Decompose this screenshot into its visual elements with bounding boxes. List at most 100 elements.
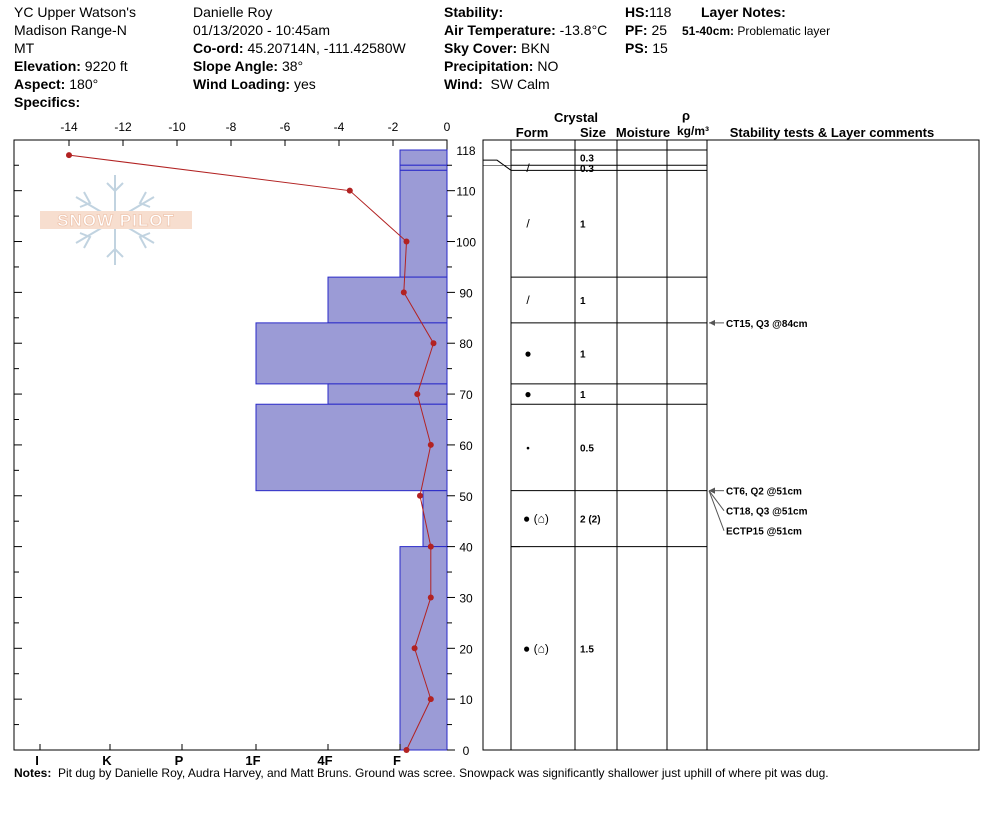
pf-row: PF: 25: [625, 21, 667, 39]
temperature-profile: [66, 152, 437, 753]
stability-pointer: [708, 490, 725, 531]
sky-cover-label: Sky Cover:: [444, 40, 518, 56]
temp-tick-label: -2: [388, 120, 399, 134]
slope-value: 38°: [281, 58, 304, 74]
logo-banner: [40, 211, 192, 229]
hardness-bar: [255, 403, 448, 492]
snowpilot-logo: SNOW PILOT: [40, 175, 192, 265]
ps-value: 15: [652, 40, 668, 56]
temp-tick-label: -10: [168, 120, 186, 134]
height-tick-label: 60: [459, 439, 473, 453]
hs-label: HS:: [625, 4, 650, 20]
layer-size: 1: [580, 220, 586, 231]
col-header-stability: Stability tests & Layer comments: [730, 125, 934, 140]
specifics-row: Specifics:: [14, 93, 80, 111]
col-header-crystal: Crystal: [554, 110, 598, 125]
elevation-value: 9220 ft: [84, 58, 128, 74]
height-tick-label: 20: [459, 642, 473, 656]
temperature-point: [417, 492, 423, 499]
temperature-point: [346, 187, 353, 194]
precip-value: NO: [537, 58, 559, 74]
air-temp-value: -13.8°C: [559, 22, 608, 38]
observation-datetime: 01/13/2020 - 10:45am: [193, 22, 330, 38]
layer-form-symbol: •: [526, 443, 530, 454]
temperature-axis: -14 -12 -10 -8 -6 -4 -2 0: [60, 120, 451, 146]
temp-tick-label: -4: [334, 120, 345, 134]
height-tick-label: 70: [459, 388, 473, 402]
height-tick-label: 110: [456, 185, 475, 199]
hardness-tick-label: 1F: [245, 753, 260, 768]
col-header-moisture: Moisture: [616, 125, 670, 140]
layer-size: 1: [580, 296, 586, 307]
stability-tests: CT15, Q3 @84cm CT6, Q2 @51cm CT18, Q3 @51c…: [708, 319, 808, 538]
ps-row: PS: 15: [625, 39, 668, 57]
height-tick-label: 30: [459, 591, 473, 605]
layer-rows: 0.3 / 0.3 / 1 / 1 ● 1 ● 1 • 0.5 ● (⌂) 2 (2) ● (⌂) 1.5: [483, 149, 707, 655]
hs-row: HS:118: [625, 3, 671, 21]
wind-loading-row: Wind Loading: yes: [193, 75, 316, 93]
hardness-bar: [399, 169, 448, 278]
layer-size: 0.3: [580, 154, 594, 165]
layer-size: 1.5: [580, 644, 594, 655]
layer-notes-label: Layer Notes:: [701, 4, 786, 20]
sky-cover-value: BKN: [521, 40, 550, 56]
precip-label: Precipitation:: [444, 58, 534, 74]
notes-text: Pit dug by Danielle Roy, Audra Harvey, a…: [58, 766, 829, 780]
elevation-row: Elevation: 9220 ft: [14, 57, 128, 75]
slope-label: Slope Angle:: [193, 58, 279, 74]
temp-tick-label: -6: [280, 120, 291, 134]
ps-label: PS:: [625, 40, 649, 56]
arrow-icon: [709, 487, 715, 494]
coord-row: Co-ord: 45.20714N, -111.42580W: [193, 39, 406, 57]
layer-table-frame: [482, 139, 980, 751]
col-header-size: Size: [580, 125, 606, 140]
hardness-bar: [399, 546, 448, 751]
temp-tick-label: -14: [60, 120, 78, 134]
temperature-point: [411, 645, 418, 652]
sky-cover-row: Sky Cover: BKN: [444, 39, 550, 57]
height-tick-label: 90: [459, 286, 473, 300]
pf-label: PF:: [625, 22, 648, 38]
layer-notes-row: Layer Notes:: [701, 3, 786, 21]
layer-form-symbol: ●: [524, 387, 531, 401]
layer-connector: [483, 159, 512, 171]
temperature-point: [66, 152, 72, 159]
range-name: Madison Range-N: [14, 22, 127, 38]
temperature-point: [403, 238, 410, 245]
temperature-point: [430, 340, 437, 347]
hardness-tick-label: 4F: [317, 753, 332, 768]
wind-row: Wind: SW Calm: [444, 75, 550, 93]
hardness-tick-label: I: [35, 753, 39, 768]
layer-size: 1: [580, 390, 586, 401]
notes-row: Notes: Pit dug by Danielle Roy, Audra Ha…: [14, 766, 829, 780]
col-header-rho: ρ: [682, 108, 690, 123]
layer-form-symbol: ●: [524, 346, 531, 360]
temperature-point: [403, 747, 410, 753]
arrow-icon: [709, 319, 715, 326]
temperature-point: [427, 696, 434, 703]
hardness-bars: [255, 149, 448, 751]
height-tick-label: 50: [459, 490, 473, 504]
precip-row: Precipitation: NO: [444, 57, 558, 75]
wind-loading-label: Wind Loading:: [193, 76, 291, 92]
slope-row: Slope Angle: 38°: [193, 57, 303, 75]
wind-value: SW Calm: [490, 76, 550, 92]
hardness-bar: [327, 276, 448, 324]
temp-tick-label: -12: [114, 120, 132, 134]
hardness-axis: I K P 1F 4F F: [35, 744, 401, 768]
layer-note-text: Problematic layer: [737, 24, 831, 38]
layer-form-symbol: /: [526, 161, 530, 175]
hardness-bar: [399, 164, 448, 171]
layer-size: 1: [580, 349, 586, 360]
notes-label: Notes:: [14, 766, 52, 780]
air-temp-row: Air Temperature: -13.8°C: [444, 21, 607, 39]
temperature-point: [400, 289, 407, 296]
hardness-tick-label: F: [393, 753, 401, 768]
stability-label: Stability:: [444, 4, 504, 20]
height-tick-label: 100: [456, 236, 476, 250]
height-tick-label: 80: [459, 337, 473, 351]
specifics-label: Specifics:: [14, 94, 81, 110]
observer-name: Danielle Roy: [193, 4, 273, 20]
height-tick-label: 10: [459, 693, 473, 707]
